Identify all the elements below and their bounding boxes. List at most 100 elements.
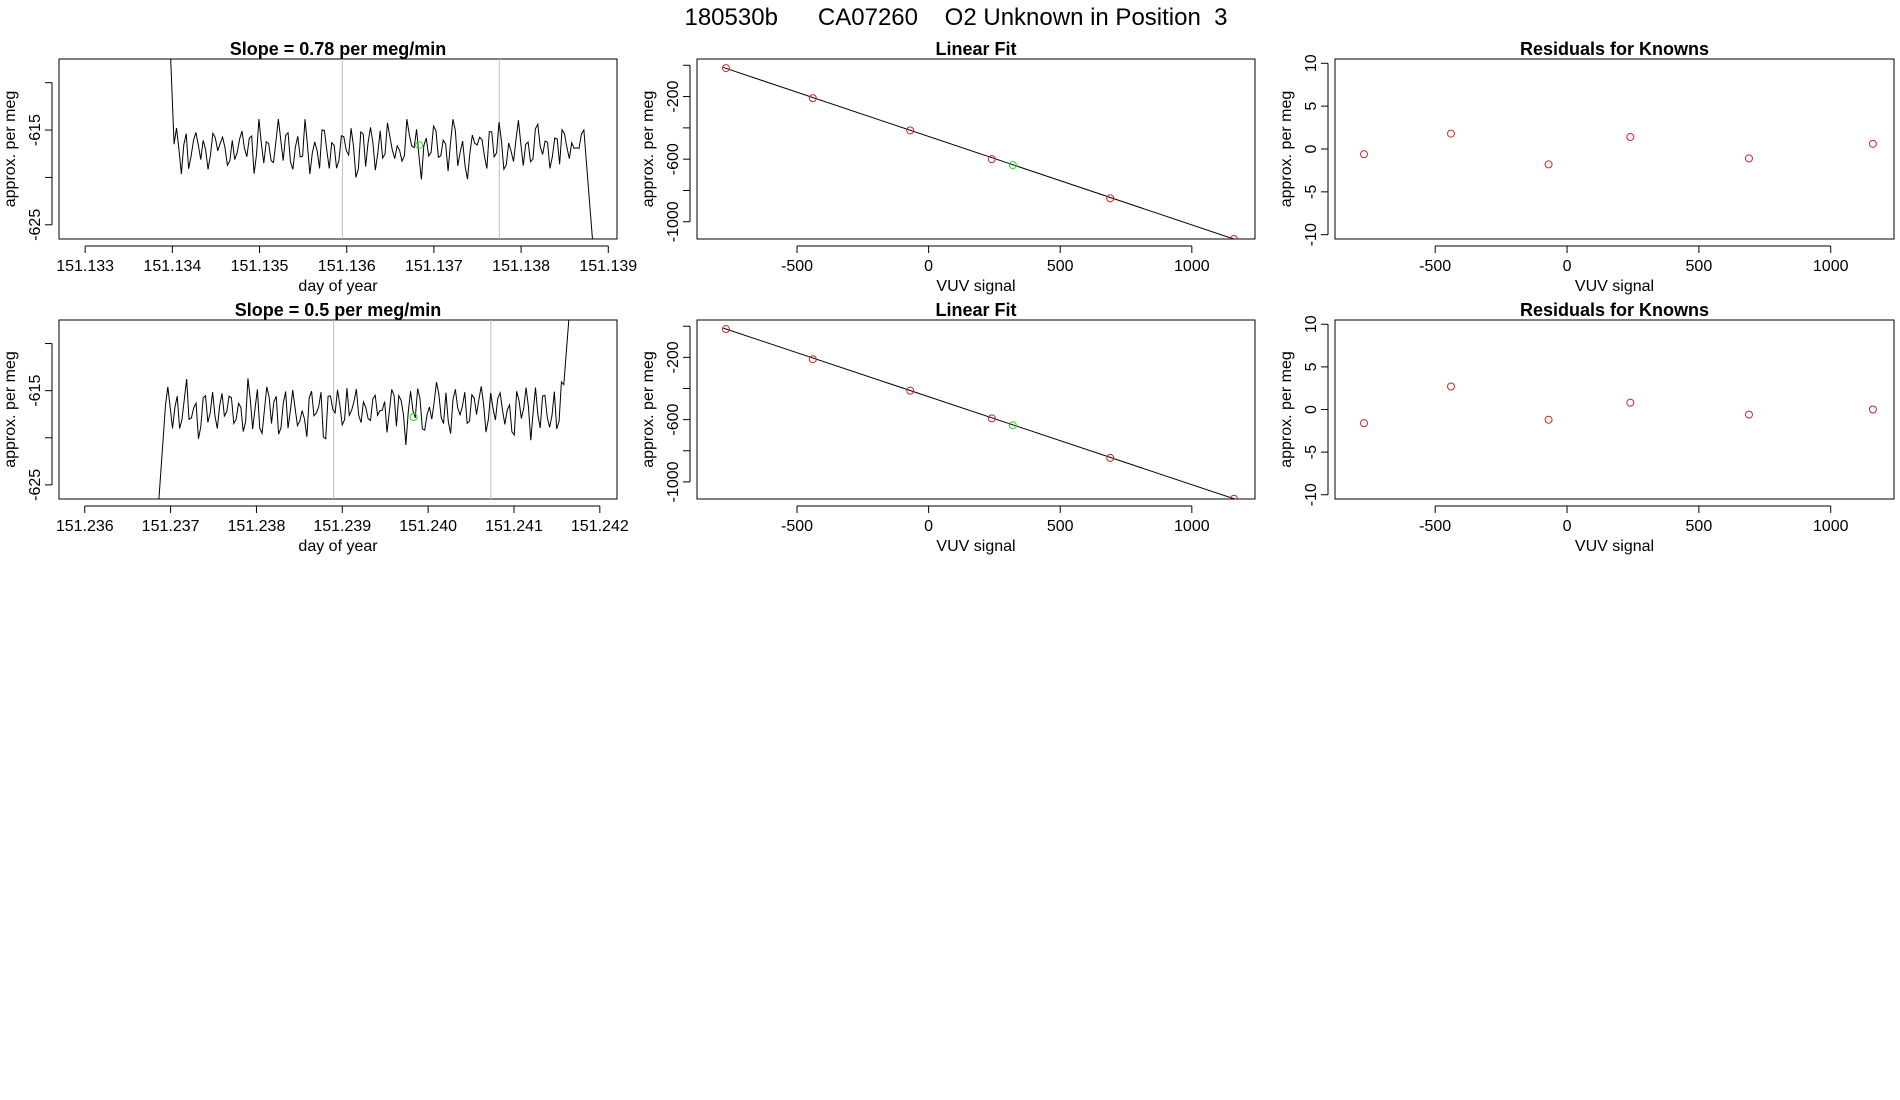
residuals-2-y-tick-label: -5 xyxy=(1303,445,1320,459)
residuals-2-y-axis-label: approx. per meg xyxy=(1278,351,1295,468)
timeseries-2-plot-area xyxy=(158,320,570,499)
linear-fit-1-x-tick-label: 0 xyxy=(924,258,933,275)
timeseries-1-x-tick-label: 151.135 xyxy=(231,258,289,275)
residuals-1-panel: Residuals for Knowns -500 0 500 1000 VUV sign… xyxy=(1278,39,1895,295)
residuals-1-y-tick-label: 10 xyxy=(1303,54,1320,72)
residuals-1-x-tick-label: 500 xyxy=(1686,258,1713,275)
residuals-1-y-tick-label: -10 xyxy=(1303,223,1320,246)
timeseries-2-x-tick-label: 151.241 xyxy=(485,518,543,535)
linear-fit-1-y-tick-label: -600 xyxy=(665,143,682,175)
residuals-2-residual-point xyxy=(1626,398,1635,407)
timeseries-1-title: Slope = 0.78 per meg/min xyxy=(230,39,447,59)
linear-fit-1-x-tick-label: -500 xyxy=(781,258,813,275)
linear-fit-2-x-tick-label: 1000 xyxy=(1174,518,1210,535)
timeseries-2-x-tick-label: 151.236 xyxy=(56,518,114,535)
linear-fit-1-panel: Linear Fit -500 0 500 1000 VUV signal -1000 -60… xyxy=(640,39,1256,295)
linear-fit-2-known-point xyxy=(721,325,730,334)
residuals-1-y-axis-label: approx. per meg xyxy=(1278,91,1295,208)
linear-fit-1-title: Linear Fit xyxy=(935,39,1016,59)
linear-fit-2-x-tick-label: -500 xyxy=(781,518,813,535)
linear-fit-1-known-point xyxy=(721,64,730,73)
residuals-2-y-tick-label: 0 xyxy=(1303,405,1320,414)
timeseries-2-title: Slope = 0.5 per meg/min xyxy=(235,300,442,320)
linear-fit-1-x-axis-label: VUV signal xyxy=(936,278,1015,295)
timeseries-2-trace-line xyxy=(158,320,570,499)
residuals-1-x-axis-label: VUV signal xyxy=(1575,278,1654,295)
linear-fit-2-plot-area xyxy=(721,325,1238,499)
timeseries-2-frame xyxy=(58,319,618,500)
timeseries-1-x-tick-label: 151.133 xyxy=(56,258,114,275)
residuals-2-x-axis-label: VUV signal xyxy=(1575,538,1654,555)
residuals-2-residual-point xyxy=(1544,415,1553,424)
timeseries-2-x-tick-label: 151.239 xyxy=(313,518,371,535)
timeseries-1-x-tick-label: 151.137 xyxy=(405,258,463,275)
residuals-1-title: Residuals for Knowns xyxy=(1520,39,1709,59)
linear-fit-1-y-axis-label: approx. per meg xyxy=(640,91,657,208)
residuals-1-residual-point xyxy=(1868,139,1877,148)
residuals-2-residual-point xyxy=(1744,410,1753,419)
timeseries-1-frame xyxy=(58,58,618,240)
residuals-1-residual-point xyxy=(1447,129,1456,138)
linear-fit-1-frame xyxy=(696,58,1256,240)
timeseries-2-x-tick-label: 151.238 xyxy=(228,518,286,535)
residuals-2-y-tick-label: 5 xyxy=(1303,362,1320,371)
residuals-1-residual-point xyxy=(1544,160,1553,169)
linear-fit-1-known-point xyxy=(987,155,996,164)
linear-fit-2-known-point xyxy=(1229,494,1238,499)
residuals-2-x-tick-label: -500 xyxy=(1419,518,1451,535)
timeseries-1-panel: Slope = 0.78 per meg/min 151.133 151.134 15… xyxy=(2,39,637,295)
linear-fit-1-plot-area xyxy=(721,64,1238,239)
timeseries-1-x-tick-label: 151.138 xyxy=(492,258,550,275)
residuals-1-y-tick-label: -5 xyxy=(1303,185,1320,199)
timeseries-1-x-tick-label: 151.139 xyxy=(579,258,637,275)
residuals-1-x-tick-label: 0 xyxy=(1563,258,1572,275)
timeseries-2-y-axis-label: approx. per meg xyxy=(2,351,19,468)
residuals-2-y-tick-label: 10 xyxy=(1303,315,1320,333)
timeseries-1-x-tick-label: 151.134 xyxy=(143,258,201,275)
linear-fit-1-known-point xyxy=(906,126,915,135)
linear-fit-2-unknown-point xyxy=(1008,421,1017,430)
linear-fit-2-x-tick-label: 500 xyxy=(1047,518,1074,535)
timeseries-2-unknown-point xyxy=(409,413,418,422)
timeseries-2-y-tick-label: -625 xyxy=(27,469,44,501)
linear-fit-2-fit-line xyxy=(723,327,1237,499)
linear-fit-1-known-point xyxy=(808,94,817,103)
linear-fit-2-frame xyxy=(696,319,1256,500)
residuals-1-residual-point xyxy=(1626,133,1635,141)
timeseries-1-y-tick-label: -625 xyxy=(27,209,44,241)
linear-fit-2-y-tick-label: -200 xyxy=(665,341,682,373)
timeseries-1-unknown-point xyxy=(415,141,424,150)
residuals-1-y-tick-label: 0 xyxy=(1303,144,1320,153)
residuals-2-x-tick-label: 1000 xyxy=(1813,518,1849,535)
residuals-2-residual-point xyxy=(1868,405,1877,414)
residuals-2-residual-point xyxy=(1447,382,1456,391)
timeseries-2-x-tick-label: 151.240 xyxy=(399,518,457,535)
timeseries-2-x-tick-label: 151.242 xyxy=(571,518,629,535)
residuals-2-title: Residuals for Knowns xyxy=(1520,300,1709,320)
linear-fit-1-y-tick-label: -1000 xyxy=(665,201,682,242)
residuals-1-plot-area xyxy=(1360,129,1877,169)
residuals-2-x-tick-label: 500 xyxy=(1686,518,1713,535)
linear-fit-1-x-tick-label: 500 xyxy=(1047,258,1074,275)
linear-fit-1-y-tick-label: -200 xyxy=(665,80,682,112)
timeseries-1-y-axis-label: approx. per meg xyxy=(2,91,19,208)
residuals-2-plot-area xyxy=(1360,382,1877,428)
timeseries-2-y-tick-label: -615 xyxy=(27,375,44,407)
linear-fit-2-y-axis-label: approx. per meg xyxy=(640,351,657,468)
residuals-1-y-tick-label: 5 xyxy=(1303,102,1320,111)
linear-fit-2-panel: Linear Fit -500 0 500 1000 VUV signal -1000 -60… xyxy=(640,300,1256,555)
residuals-2-y-tick-label: -10 xyxy=(1303,483,1320,506)
linear-fit-2-title: Linear Fit xyxy=(935,300,1016,320)
residuals-1-x-tick-label: 1000 xyxy=(1813,258,1849,275)
residuals-1-residual-point xyxy=(1360,150,1369,159)
timeseries-2-panel: Slope = 0.5 per meg/min 151.236 151.237 151… xyxy=(2,300,629,555)
residuals-2-residual-point xyxy=(1360,419,1369,428)
residuals-2-frame xyxy=(1334,319,1895,500)
timeseries-1-plot-area xyxy=(170,59,593,239)
linear-fit-1-known-point xyxy=(1229,235,1238,239)
residuals-2-x-tick-label: 0 xyxy=(1563,518,1572,535)
linear-fit-1-x-tick-label: 1000 xyxy=(1174,258,1210,275)
residuals-1-x-tick-label: -500 xyxy=(1419,258,1451,275)
